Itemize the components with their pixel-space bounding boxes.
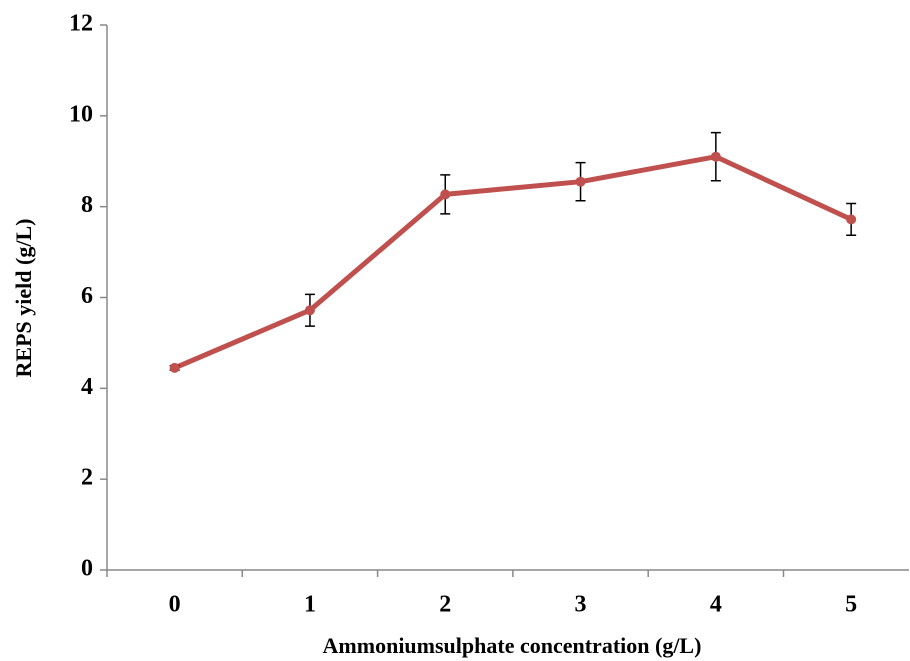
- y-axis-title: REPS yield (g/L): [11, 219, 36, 378]
- x-axis-title: Ammoniumsulphate concentration (g/L): [323, 633, 702, 658]
- y-tick-label: 4: [81, 374, 93, 400]
- x-tick-label: 2: [439, 592, 451, 618]
- x-tick-label: 3: [575, 592, 587, 618]
- y-tick-label: 6: [81, 283, 93, 309]
- line: [173, 154, 853, 371]
- point: [169, 362, 180, 373]
- point: [440, 189, 451, 200]
- y-tick-label: 2: [81, 465, 93, 491]
- x-tick-label: 1: [304, 592, 316, 618]
- y-tick-label: 8: [81, 192, 93, 218]
- x-tick-label: 0: [169, 592, 181, 618]
- y-tick-label: 10: [69, 101, 93, 127]
- x-tick-label: 5: [845, 592, 857, 618]
- point: [304, 305, 315, 316]
- x-tick-label: 4: [710, 592, 722, 618]
- point: [710, 151, 721, 162]
- point: [846, 214, 857, 225]
- point: [575, 176, 586, 187]
- y-tick-label: 0: [81, 556, 93, 582]
- y-tick-label: 12: [69, 11, 93, 37]
